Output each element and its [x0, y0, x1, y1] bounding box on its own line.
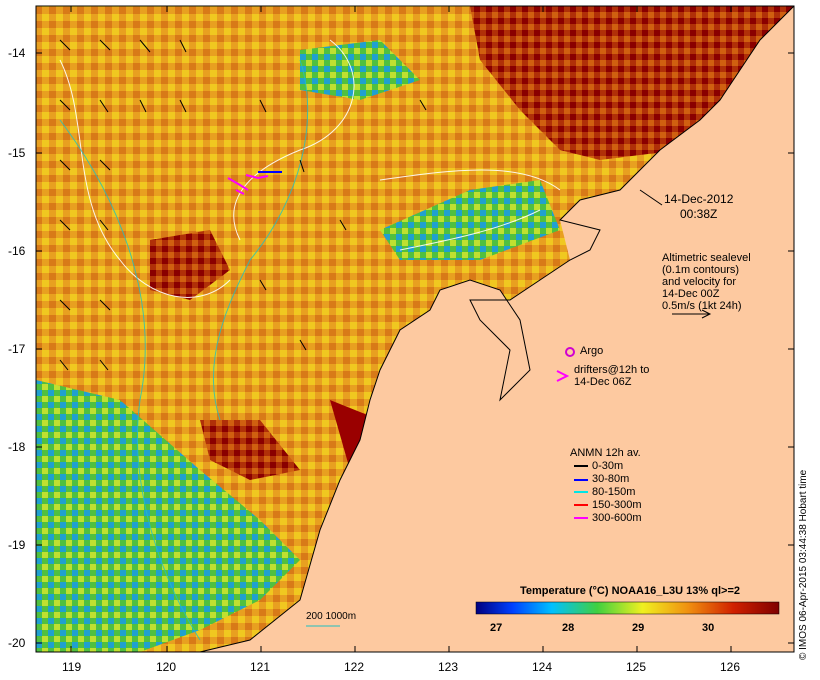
drifters-label: drifters@12h to 14-Dec 06Z: [574, 364, 650, 388]
land: [200, 6, 794, 652]
drifter-tracks: [227, 174, 269, 195]
x-tick: 124: [532, 660, 553, 674]
x-tick: 119: [62, 660, 82, 674]
y-tick: -17: [8, 342, 26, 356]
anmn-legend-arrows: [574, 465, 588, 519]
colorbar-tick: 30: [702, 622, 715, 634]
anmn-legend-item: 80-150m: [592, 486, 636, 498]
y-tick: -15: [8, 146, 26, 160]
sealevel-contours: [59, 39, 561, 298]
coastline: [199, 5, 795, 653]
velocity-arrows: [59, 39, 427, 371]
time-label: 00:38Z: [680, 207, 718, 221]
x-tick: 122: [344, 660, 365, 674]
anmn-legend-item: 30-80m: [592, 473, 630, 485]
colorbar-title: Temperature (°C) NOAA16_L3U 13% ql>=2: [520, 585, 740, 597]
scale-label: 200 1000m: [306, 611, 357, 622]
plot-frame: [35, 5, 795, 653]
y-tick: -20: [8, 636, 26, 650]
date-label: 14-Dec-2012: [664, 192, 734, 206]
drifter-chevron-icon: [556, 370, 570, 382]
anmn-legend-item: 150-300m: [592, 499, 642, 511]
x-tick: 120: [156, 660, 177, 674]
cold-sst-region: [36, 380, 300, 652]
argo-label: Argo: [580, 345, 604, 357]
colorbar-tick: 28: [562, 622, 575, 634]
x-tick: 126: [720, 660, 741, 674]
colorbar-tick: 29: [632, 622, 645, 634]
y-tick: -14: [8, 46, 26, 60]
x-tick: 121: [250, 660, 271, 674]
plot-area: [36, 5, 795, 653]
bathymetry-contours: [59, 59, 309, 641]
y-tick: -18: [8, 440, 26, 454]
anmn-legend-item: 300-600m: [592, 512, 642, 524]
axis-ticks: [36, 6, 794, 652]
sealevel-note: Altimetric sealevel (0.1m contours) and …: [662, 252, 751, 312]
y-tick: -19: [8, 538, 26, 552]
colorbar-tick: 27: [490, 622, 503, 634]
argo-marker-icon: [565, 347, 575, 357]
anmn-title: ANMN 12h av.: [570, 447, 641, 459]
y-tick: -16: [8, 244, 26, 258]
x-tick: 123: [438, 660, 459, 674]
credit-text: © IMOS 06-Apr-2015 03:44:38 Hobart time: [798, 469, 809, 660]
anmn-legend-item: 0-30m: [592, 460, 624, 472]
x-tick: 125: [626, 660, 647, 674]
colorbar: [475, 601, 780, 615]
